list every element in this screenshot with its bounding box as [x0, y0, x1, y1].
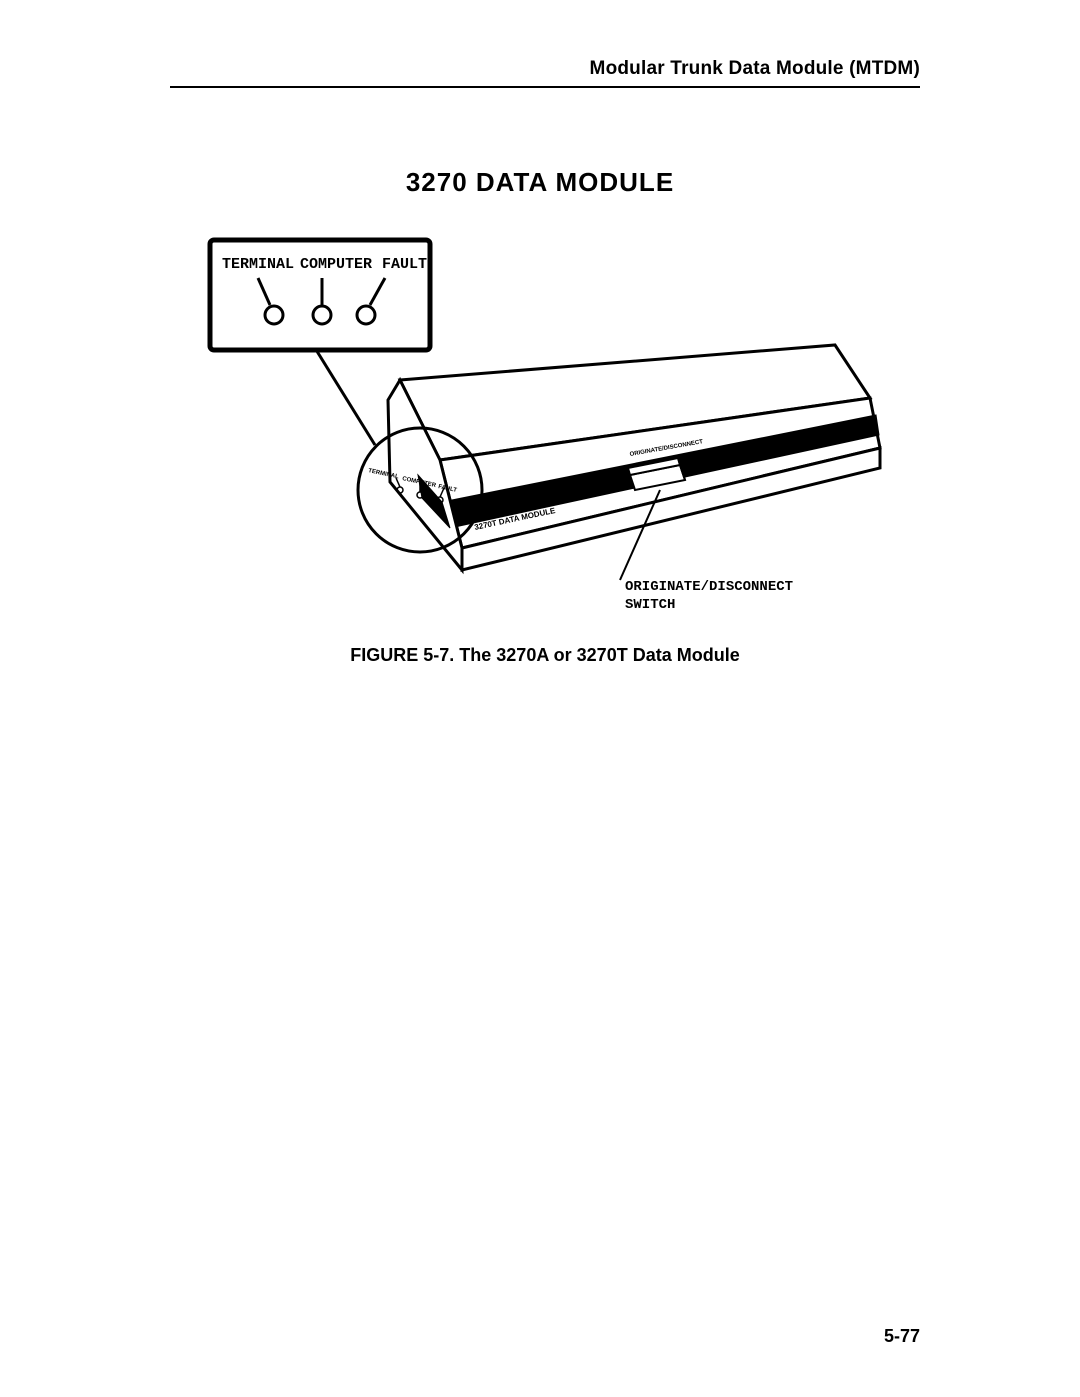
callout-leader-line: [310, 340, 375, 445]
figure-title: 3270 DATA MODULE: [0, 167, 1080, 198]
callout-label-fault: FAULT: [382, 256, 427, 273]
page-number: 5-77: [884, 1326, 920, 1347]
switch-label-line1: ORIGINATE/DISCONNECT: [625, 579, 793, 595]
figure-diagram: ORIGINATE/DISCONNECT TERMINAL COMPUTER F…: [170, 220, 910, 640]
header-divider: [170, 86, 920, 88]
page-header: Modular Trunk Data Module (MTDM): [170, 58, 920, 88]
header-title: Modular Trunk Data Module (MTDM): [590, 58, 920, 80]
switch-label-line2: SWITCH: [625, 597, 675, 613]
callout-label-terminal: TERMINAL: [222, 256, 294, 273]
callout-label-computer: COMPUTER: [300, 256, 372, 273]
callout-box: TERMINAL COMPUTER FAULT: [210, 240, 430, 350]
figure-caption: FIGURE 5-7. The 3270A or 3270T Data Modu…: [170, 645, 920, 666]
